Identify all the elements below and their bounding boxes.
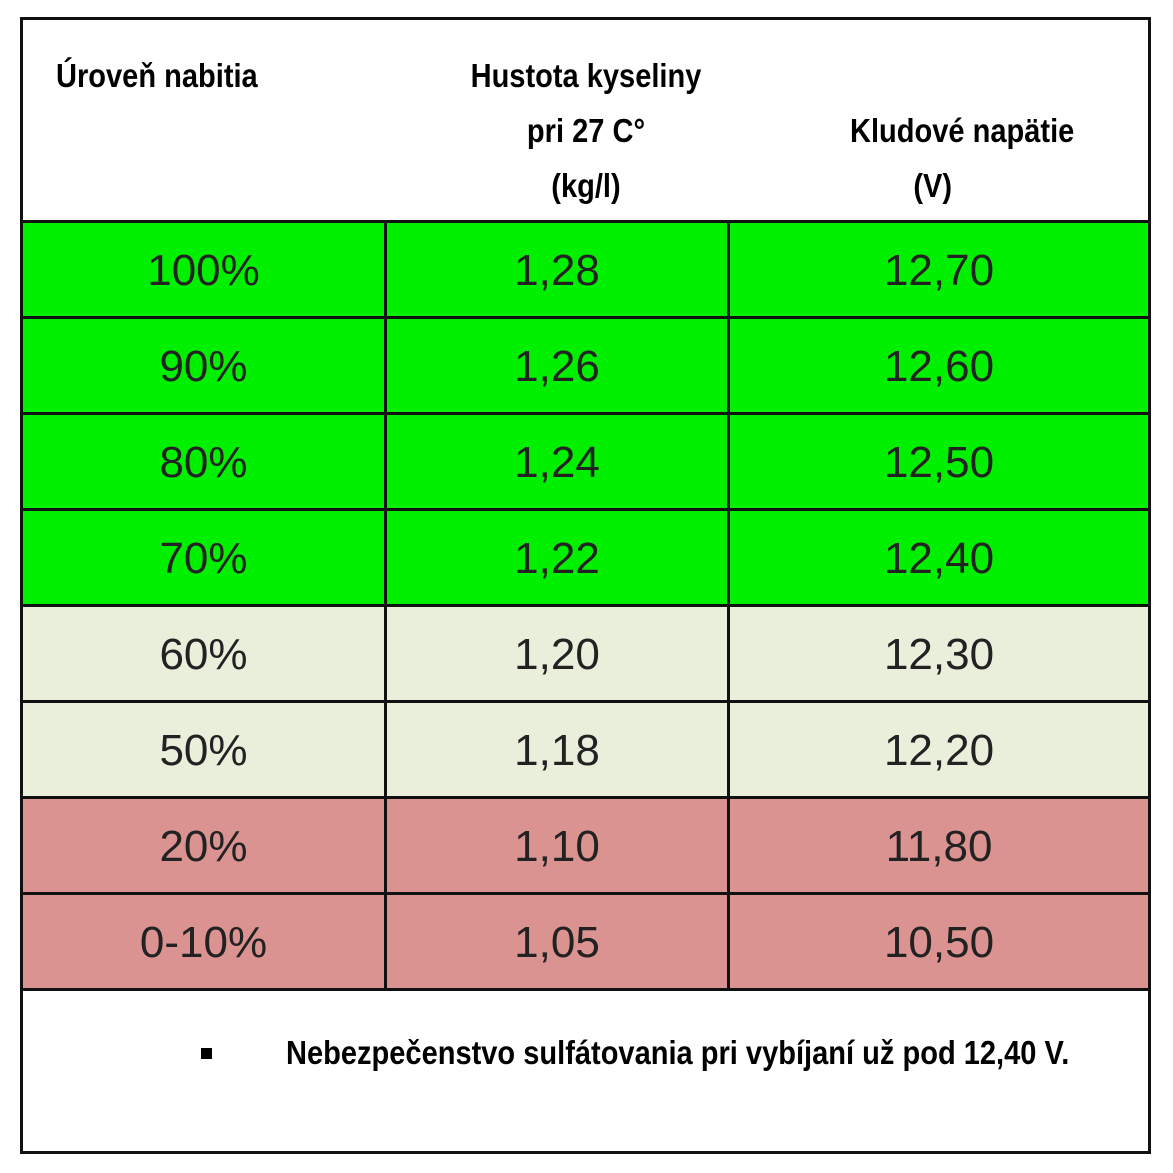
cell-charge-level: 80% — [23, 415, 387, 508]
table-row: 0-10% 1,05 10,50 — [23, 895, 1148, 991]
cell-acid-density: 1,20 — [387, 607, 730, 700]
bullet-icon — [201, 1048, 212, 1059]
cell-rest-voltage: 11,80 — [885, 822, 993, 871]
cell-acid-density: 1,26 — [387, 319, 730, 412]
header-rest-voltage-unit: (V) — [913, 167, 953, 204]
table-row: 90% 1,26 12,60 — [23, 319, 1148, 415]
table-row: 20% 1,10 11,80 — [23, 799, 1148, 895]
warning-note-text: Nebezpečenstvo sulfátovania pri vybíjaní… — [286, 1034, 1070, 1071]
table-row: 80% 1,24 12,50 — [23, 415, 1148, 511]
cell-rest-voltage: 10,50 — [883, 918, 995, 967]
table-header: Úroveň nabitia Hustota kyseliny pri 27 C… — [23, 20, 1148, 223]
table-row: 50% 1,18 12,20 — [23, 703, 1148, 799]
battery-charge-table: Úroveň nabitia Hustota kyseliny pri 27 C… — [20, 17, 1151, 1154]
cell-charge-level: 0-10% — [23, 895, 387, 988]
cell-acid-density: 1,18 — [387, 703, 730, 796]
cell-charge-level: 70% — [23, 511, 387, 604]
cell-acid-density: 1,05 — [387, 895, 730, 988]
header-rest-voltage: Kludové napätie (V) — [850, 48, 1074, 268]
cell-acid-density: 1,28 — [387, 223, 730, 316]
cell-charge-level: 100% — [23, 223, 387, 316]
cell-acid-density: 1,10 — [387, 799, 730, 892]
table-body: 100% 1,28 12,70 90% 1,26 12,60 80% 1,24 12,50 70%… — [23, 223, 1148, 991]
cell-charge-level: 50% — [23, 703, 387, 796]
cell-rest-voltage: 12,60 — [883, 342, 995, 391]
table-row: 70% 1,22 12,40 — [23, 511, 1148, 607]
header-rest-voltage-title: Kludové napätie — [850, 112, 1075, 149]
header-acid-density: Hustota kyseliny pri 27 C° (kg/l) — [470, 57, 702, 204]
cell-rest-voltage: 12,40 — [883, 534, 995, 583]
cell-acid-density: 1,24 — [387, 415, 730, 508]
cell-rest-voltage: 12,50 — [883, 438, 995, 487]
cell-charge-level: 90% — [23, 319, 387, 412]
table-row: 60% 1,20 12,30 — [23, 607, 1148, 703]
cell-acid-density: 1,22 — [387, 511, 730, 604]
cell-charge-level: 20% — [23, 799, 387, 892]
cell-charge-level: 60% — [23, 607, 387, 700]
cell-rest-voltage: 12,20 — [883, 726, 995, 775]
table-row: 100% 1,28 12,70 — [23, 223, 1148, 319]
cell-rest-voltage: 12,30 — [883, 630, 995, 679]
cell-rest-voltage: 12,70 — [883, 246, 995, 295]
header-charge-level: Úroveň nabitia — [56, 57, 258, 94]
